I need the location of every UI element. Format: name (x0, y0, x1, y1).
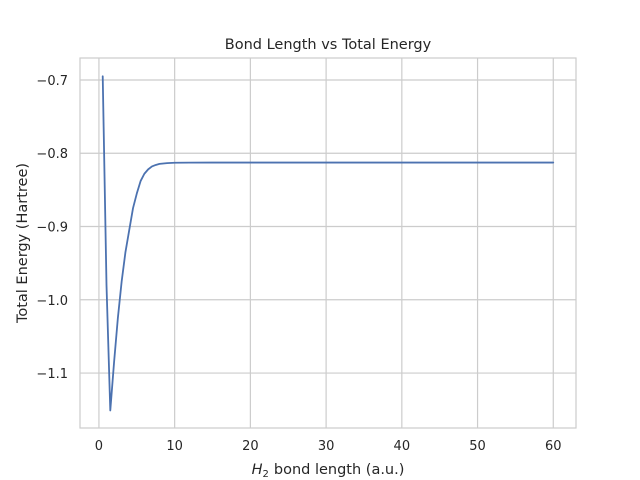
x-tick-label: 10 (166, 439, 183, 454)
x-axis-label-symbol: H (252, 462, 263, 478)
x-tick-label: 30 (318, 439, 335, 454)
y-tick-label: −0.8 (36, 147, 68, 162)
x-tick-label: 0 (95, 439, 103, 454)
y-tick-label: −1.0 (36, 294, 68, 309)
series-line (101, 75, 555, 412)
x-axis-label-subscript: 2 (263, 469, 269, 480)
chart-title: Bond Length vs Total Energy (225, 37, 432, 53)
x-tick-label: 40 (394, 439, 411, 454)
x-tick-label: 20 (242, 439, 259, 454)
x-axis-label-text: bond length (a.u.) (274, 462, 405, 478)
grid (80, 58, 576, 428)
tick-labels: 0 10 20 30 40 50 60 −0.7 −0.8 −0.9 −1.0 −1.1 (36, 74, 561, 454)
plot-frame (79, 57, 577, 429)
y-tick-label: −1.1 (36, 367, 68, 382)
y-tick-label: −0.9 (36, 221, 68, 236)
x-tick-label: 50 (469, 439, 486, 454)
x-axis-label: H2 bond length (a.u.) (252, 462, 405, 480)
y-axis-label: Total Energy (Hartree) (15, 163, 31, 324)
x-tick-label: 60 (545, 439, 562, 454)
y-tick-label: −0.7 (36, 74, 68, 89)
series-layer (101, 75, 555, 412)
